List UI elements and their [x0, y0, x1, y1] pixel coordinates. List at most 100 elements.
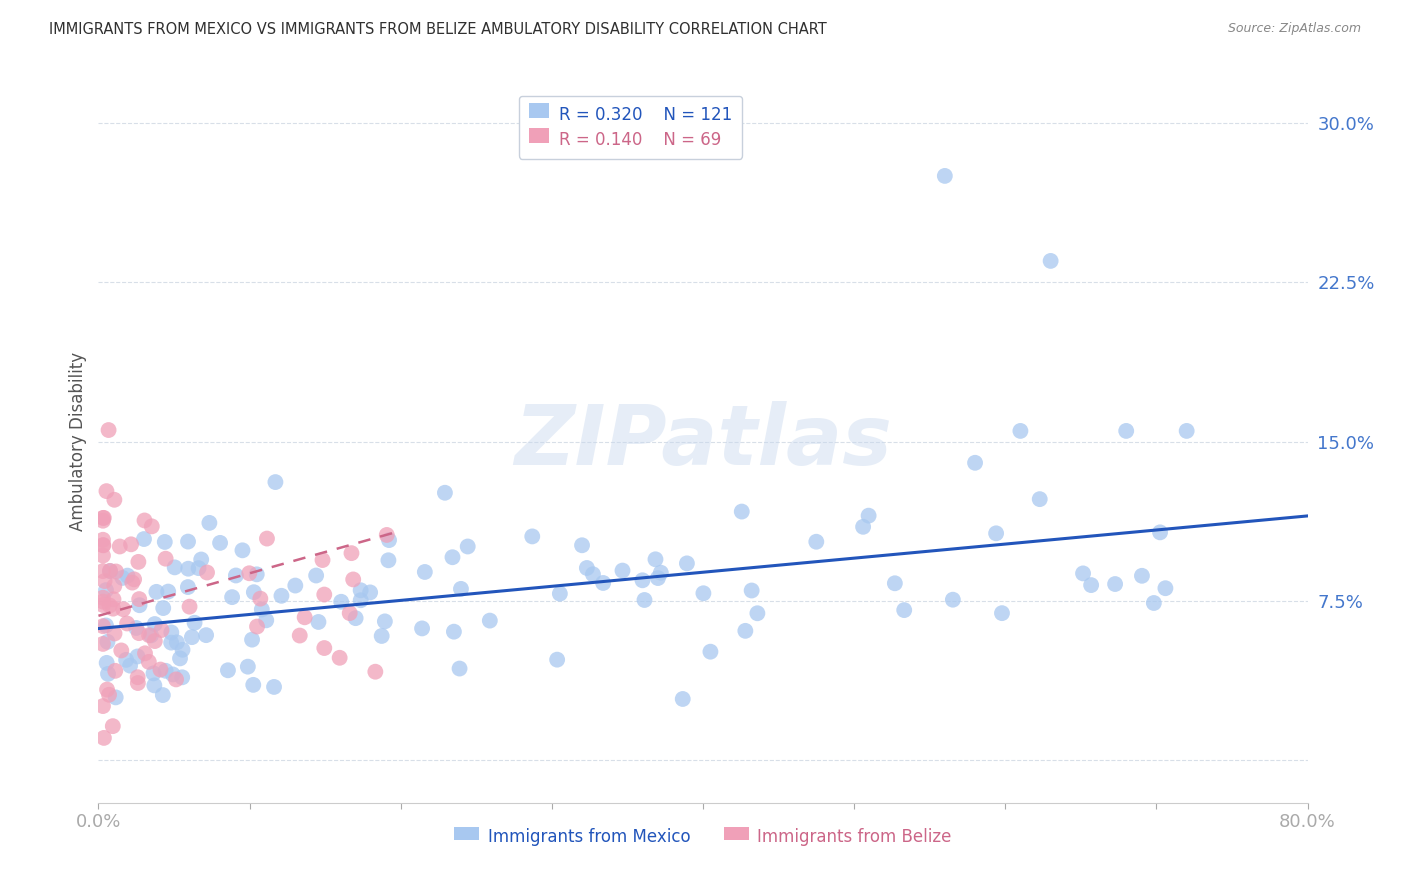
- Point: [546, 653, 568, 667]
- Point: [142, 666, 165, 681]
- Point: [152, 601, 174, 615]
- Point: [98, 564, 121, 578]
- Point: [128, 626, 150, 640]
- Point: [582, 567, 605, 582]
- Point: [104, 664, 127, 678]
- Point: [246, 619, 269, 633]
- Point: [121, 575, 143, 590]
- Text: ZIPatlas: ZIPatlas: [515, 401, 891, 482]
- Point: [350, 593, 373, 607]
- Point: [172, 670, 194, 684]
- Point: [177, 562, 200, 576]
- Point: [413, 565, 436, 579]
- Point: [571, 538, 593, 552]
- Point: [344, 611, 367, 625]
- Point: [359, 585, 381, 599]
- Point: [177, 534, 200, 549]
- Point: [672, 692, 695, 706]
- Point: [117, 568, 139, 582]
- Point: [238, 566, 260, 581]
- Point: [991, 606, 1014, 620]
- Point: [155, 551, 177, 566]
- Point: [443, 624, 465, 639]
- Point: [449, 661, 471, 675]
- Point: [115, 616, 138, 631]
- Point: [330, 595, 353, 609]
- Point: [165, 673, 187, 687]
- Point: [411, 621, 433, 635]
- Point: [91, 549, 114, 563]
- Point: [433, 485, 456, 500]
- Point: [93, 574, 115, 588]
- Point: [91, 511, 114, 525]
- Point: [209, 536, 232, 550]
- Point: [101, 719, 124, 733]
- Point: [644, 552, 666, 566]
- Point: [195, 628, 218, 642]
- Point: [187, 561, 209, 575]
- Point: [160, 635, 183, 649]
- Point: [1028, 492, 1050, 507]
- Point: [221, 590, 243, 604]
- Point: [934, 169, 956, 183]
- Point: [314, 588, 336, 602]
- Point: [96, 484, 118, 499]
- Point: [699, 645, 721, 659]
- Point: [631, 574, 654, 588]
- Point: [110, 643, 132, 657]
- Point: [195, 566, 218, 580]
- Point: [314, 641, 336, 656]
- Point: [1071, 566, 1094, 581]
- Text: IMMIGRANTS FROM MEXICO VS IMMIGRANTS FROM BELIZE AMBULATORY DISABILITY CORRELATI: IMMIGRANTS FROM MEXICO VS IMMIGRANTS FRO…: [49, 22, 827, 37]
- Point: [1143, 596, 1166, 610]
- Point: [98, 688, 121, 702]
- Point: [339, 606, 361, 620]
- Point: [548, 587, 571, 601]
- Point: [91, 514, 114, 528]
- Point: [143, 617, 166, 632]
- Point: [1115, 424, 1137, 438]
- Point: [93, 731, 115, 745]
- Point: [263, 680, 285, 694]
- Point: [93, 538, 115, 552]
- Point: [311, 553, 333, 567]
- Point: [153, 535, 176, 549]
- Point: [96, 682, 118, 697]
- Point: [103, 592, 125, 607]
- Point: [91, 591, 114, 605]
- Point: [747, 607, 769, 621]
- Point: [984, 526, 1007, 541]
- Point: [104, 690, 127, 705]
- Point: [91, 533, 114, 547]
- Point: [97, 666, 120, 681]
- Point: [96, 635, 118, 649]
- Point: [127, 555, 149, 569]
- Point: [350, 583, 373, 598]
- Point: [157, 584, 180, 599]
- Point: [1130, 569, 1153, 583]
- Point: [242, 678, 264, 692]
- Point: [647, 571, 669, 585]
- Point: [108, 540, 131, 554]
- Point: [246, 567, 269, 582]
- Point: [98, 599, 121, 613]
- Point: [370, 629, 392, 643]
- Point: [858, 508, 880, 523]
- Point: [149, 663, 172, 677]
- Point: [1149, 525, 1171, 540]
- Point: [240, 632, 263, 647]
- Point: [852, 520, 875, 534]
- Point: [179, 599, 201, 614]
- Point: [249, 591, 271, 606]
- Point: [91, 564, 114, 578]
- Point: [676, 557, 699, 571]
- Point: [183, 615, 205, 630]
- Text: Source: ZipAtlas.com: Source: ZipAtlas.com: [1227, 22, 1361, 36]
- Point: [374, 615, 396, 629]
- Point: [98, 564, 121, 578]
- Point: [1175, 424, 1198, 438]
- Point: [893, 603, 915, 617]
- Point: [134, 513, 156, 527]
- Point: [450, 582, 472, 596]
- Point: [883, 576, 905, 591]
